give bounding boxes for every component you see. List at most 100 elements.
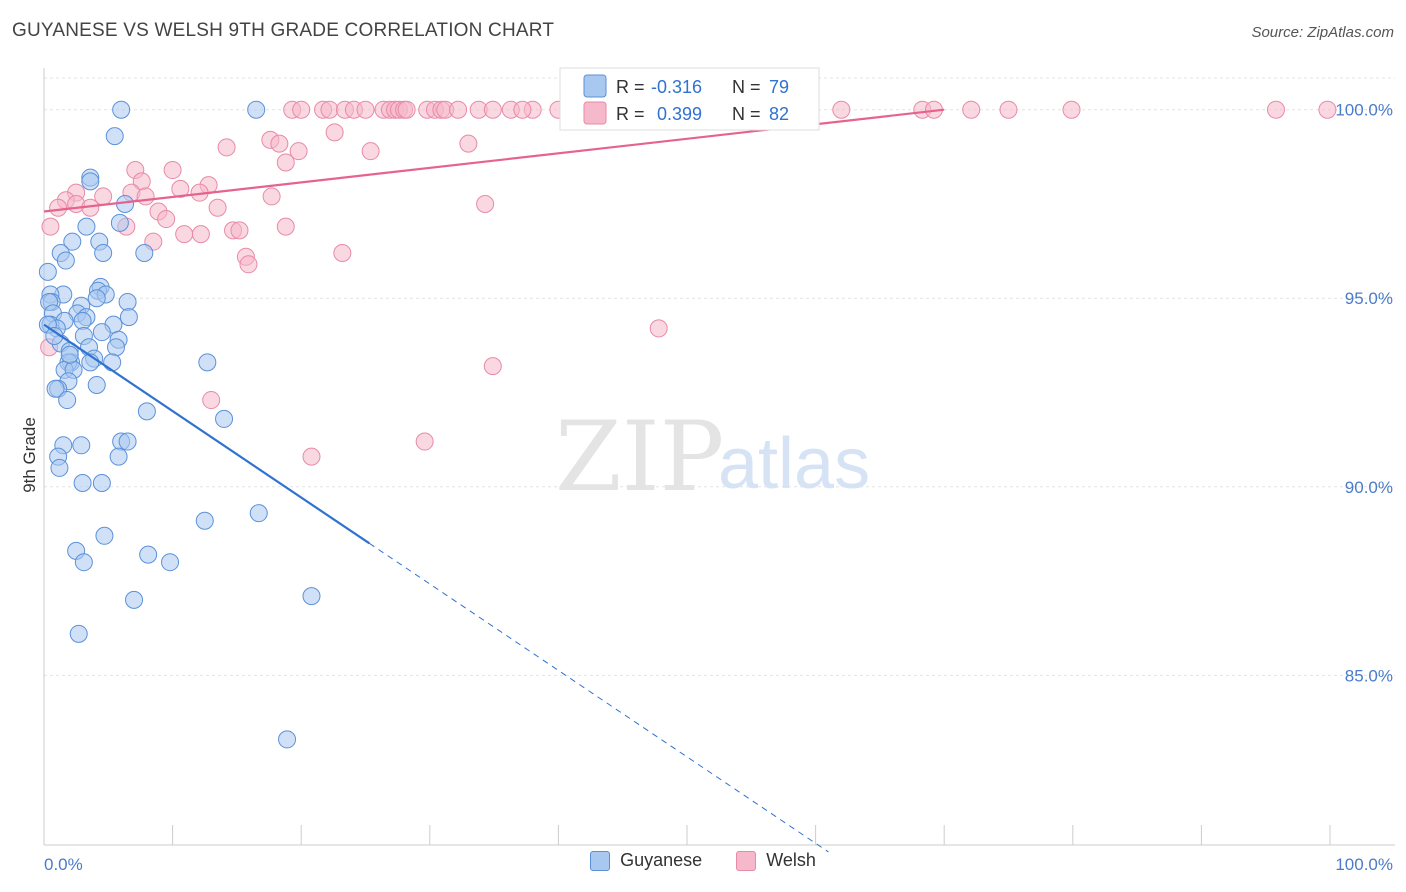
welsh-point [191,225,210,244]
axes [43,68,1395,846]
welsh-point [289,142,308,161]
guyanese-point [118,432,137,451]
guyanese-point [125,590,144,609]
welsh-point [483,100,502,119]
guyanese-point [137,402,156,421]
welsh-point [230,221,249,240]
guyanese-point [107,338,126,357]
welsh-point [1318,100,1337,119]
welsh-point [356,100,375,119]
welsh-point [397,100,416,119]
guyanese-point [81,172,100,191]
guyanese-point [118,293,137,312]
guyanese-point [198,353,217,372]
guyanese-point [103,353,122,372]
welsh-point [962,100,981,119]
welsh-point [449,100,468,119]
legend-n-value-2: 82 [769,104,789,124]
welsh-point [1266,100,1285,119]
y-tick-label: 100.0% [1335,101,1393,120]
legend-r-label-1: R = [616,77,645,97]
welsh-point [832,100,851,119]
guyanese-point [50,458,69,477]
legend-swatch-welsh [583,101,607,125]
guyanese-point [56,251,75,270]
guyanese-point [161,553,180,572]
welsh-point [276,217,295,236]
y-tick-label: 90.0% [1345,478,1393,497]
guyanese-point [95,526,114,545]
guyanese-point [112,100,131,119]
welsh-point [276,153,295,172]
welsh-point [333,243,352,262]
welsh-point [459,134,478,153]
guyanese-point [92,474,111,493]
welsh-point [415,432,434,451]
x-tick-label-min: 0.0% [44,855,83,874]
y-tick-label: 85.0% [1345,666,1393,685]
bottom-legend-label-welsh: Welsh [766,850,816,870]
legend-n-value-1: 79 [769,77,789,97]
legend-r-value-1: -0.316 [651,77,702,97]
legend-n-label-2: N = [732,104,761,124]
guyanese-point [94,243,113,262]
bottom-legend-label-guyanese: Guyanese [620,850,703,870]
welsh-point [476,194,495,213]
welsh-point [292,100,311,119]
guyanese-point [73,474,92,493]
legend-r-value-2: 0.399 [657,104,702,124]
guyanese-point [249,504,268,523]
welsh-point [513,100,532,119]
watermark: ZIP atlas [555,401,870,513]
legend-swatch-guyanese [583,74,607,98]
guyanese-point [92,323,111,342]
welsh-point [361,142,380,161]
welsh-point [157,210,176,229]
welsh-point [262,187,281,206]
guyanese-point [77,217,96,236]
guyanese-trend-line [43,323,370,545]
welsh-point [171,179,190,198]
welsh-point [175,225,194,244]
legend-box: R = -0.316 N = 79 R = 0.399 N = 82 [559,67,820,131]
welsh-point [136,187,155,206]
guyanese-trend-extension [369,542,829,853]
guyanese-point [302,587,321,606]
guyanese-point [278,730,297,749]
bottom-legend: Guyanese Welsh [0,850,1406,871]
welsh-point [239,255,258,274]
welsh-point [325,123,344,142]
guyanese-point [60,345,79,364]
guyanese-point [63,232,82,251]
tick-labels: 85.0% 90.0% 95.0% 100.0% 0.0% 100.0% [44,101,1393,874]
welsh-point [217,138,236,157]
welsh-point [202,391,221,410]
guyanese-point [46,379,65,398]
welsh-point [302,447,321,466]
watermark-zip: ZIP [555,401,724,513]
guyanese-point [247,100,266,119]
bottom-legend-guyanese[interactable]: Guyanese [590,850,702,871]
guyanese-point [38,262,57,281]
x-tick-label-max: 100.0% [1335,855,1393,874]
legend-r-label-2: R = [616,104,645,124]
source-label: Source: ZipAtlas.com [1251,24,1394,41]
welsh-point [49,198,68,217]
welsh-point [270,134,289,153]
welsh-point [999,100,1018,119]
guyanese-point [119,308,138,327]
watermark-atlas: atlas [718,424,870,504]
guyanese-point [87,375,106,394]
bottom-legend-welsh[interactable]: Welsh [736,850,816,871]
guyanese-point [135,243,154,262]
guyanese-point [109,447,128,466]
welsh-point [208,198,227,217]
guyanese-point [87,289,106,308]
bottom-legend-swatch-welsh [736,850,757,871]
guyanese-point [139,545,158,564]
guyanese-point [72,436,91,455]
welsh-point [1062,100,1081,119]
welsh-point [41,217,60,236]
guyanese-point [74,553,93,572]
